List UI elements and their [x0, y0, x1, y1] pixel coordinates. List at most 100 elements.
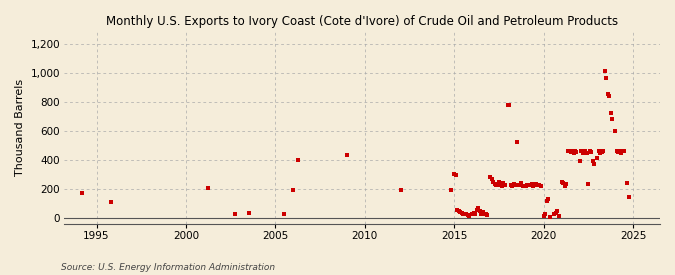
Point: [543, 197, 554, 201]
Point: [576, 149, 587, 153]
Point: [512, 140, 522, 145]
Point: [556, 180, 567, 185]
Point: [504, 102, 515, 107]
Point: [562, 149, 573, 153]
Point: [571, 150, 582, 154]
Point: [288, 188, 299, 192]
Point: [524, 183, 535, 188]
Point: [583, 182, 594, 186]
Point: [230, 212, 240, 216]
Point: [476, 211, 487, 216]
Point: [602, 92, 613, 97]
Point: [513, 182, 524, 187]
Point: [464, 214, 475, 218]
Point: [472, 206, 483, 210]
Point: [533, 183, 543, 188]
Point: [614, 149, 625, 153]
Point: [493, 180, 504, 185]
Point: [471, 208, 482, 212]
Point: [470, 211, 481, 216]
Point: [593, 149, 604, 153]
Point: [565, 150, 576, 154]
Point: [610, 129, 621, 133]
Point: [561, 182, 572, 186]
Point: [564, 149, 574, 153]
Point: [597, 150, 608, 154]
Point: [106, 200, 117, 204]
Point: [462, 213, 473, 217]
Point: [520, 184, 531, 188]
Point: [601, 76, 612, 81]
Point: [544, 214, 555, 219]
Point: [529, 183, 540, 188]
Point: [495, 182, 506, 186]
Point: [480, 211, 491, 216]
Point: [467, 212, 478, 216]
Point: [279, 212, 290, 216]
Point: [461, 212, 472, 216]
Point: [566, 149, 577, 153]
Point: [568, 150, 579, 155]
Point: [498, 181, 509, 185]
Point: [468, 211, 479, 215]
Point: [605, 111, 616, 116]
Point: [506, 183, 516, 188]
Point: [449, 172, 460, 177]
Point: [526, 182, 537, 186]
Point: [574, 158, 585, 163]
Point: [554, 214, 564, 218]
Point: [550, 211, 561, 215]
Point: [560, 184, 570, 188]
Point: [482, 213, 493, 217]
Point: [396, 188, 406, 192]
Point: [492, 182, 503, 187]
Point: [489, 182, 500, 186]
Point: [599, 69, 610, 73]
Point: [616, 150, 626, 155]
Point: [503, 103, 514, 108]
Y-axis label: Thousand Barrels: Thousand Barrels: [15, 79, 25, 177]
Point: [612, 149, 622, 153]
Point: [459, 212, 470, 216]
Title: Monthly U.S. Exports to Ivory Coast (Cote d'Ivore) of Crude Oil and Petroleum Pr: Monthly U.S. Exports to Ivory Coast (Cot…: [106, 15, 618, 28]
Point: [551, 209, 562, 214]
Point: [488, 180, 499, 184]
Point: [589, 162, 600, 166]
Point: [516, 181, 526, 185]
Point: [491, 183, 502, 188]
Point: [528, 184, 539, 188]
Point: [580, 149, 591, 153]
Point: [531, 182, 541, 186]
Point: [475, 208, 485, 213]
Point: [607, 117, 618, 121]
Point: [514, 183, 525, 188]
Point: [595, 150, 606, 155]
Point: [456, 211, 467, 215]
Point: [549, 212, 560, 216]
Point: [577, 150, 588, 155]
Point: [479, 212, 489, 216]
Point: [623, 195, 634, 199]
Point: [458, 211, 468, 216]
Point: [455, 210, 466, 214]
Point: [525, 183, 536, 188]
Point: [534, 182, 545, 187]
Point: [586, 150, 597, 154]
Point: [446, 188, 457, 192]
Point: [558, 181, 568, 185]
Point: [522, 182, 533, 187]
Point: [485, 174, 495, 179]
Point: [518, 184, 529, 188]
Point: [477, 210, 488, 214]
Point: [587, 158, 598, 163]
Point: [342, 153, 352, 158]
Point: [76, 190, 87, 195]
Point: [592, 155, 603, 160]
Point: [450, 173, 461, 177]
Point: [604, 94, 615, 98]
Point: [540, 212, 551, 216]
Point: [619, 149, 630, 153]
Point: [613, 150, 624, 154]
Point: [510, 182, 521, 187]
Text: Source: U.S. Energy Information Administration: Source: U.S. Energy Information Administ…: [61, 263, 275, 272]
